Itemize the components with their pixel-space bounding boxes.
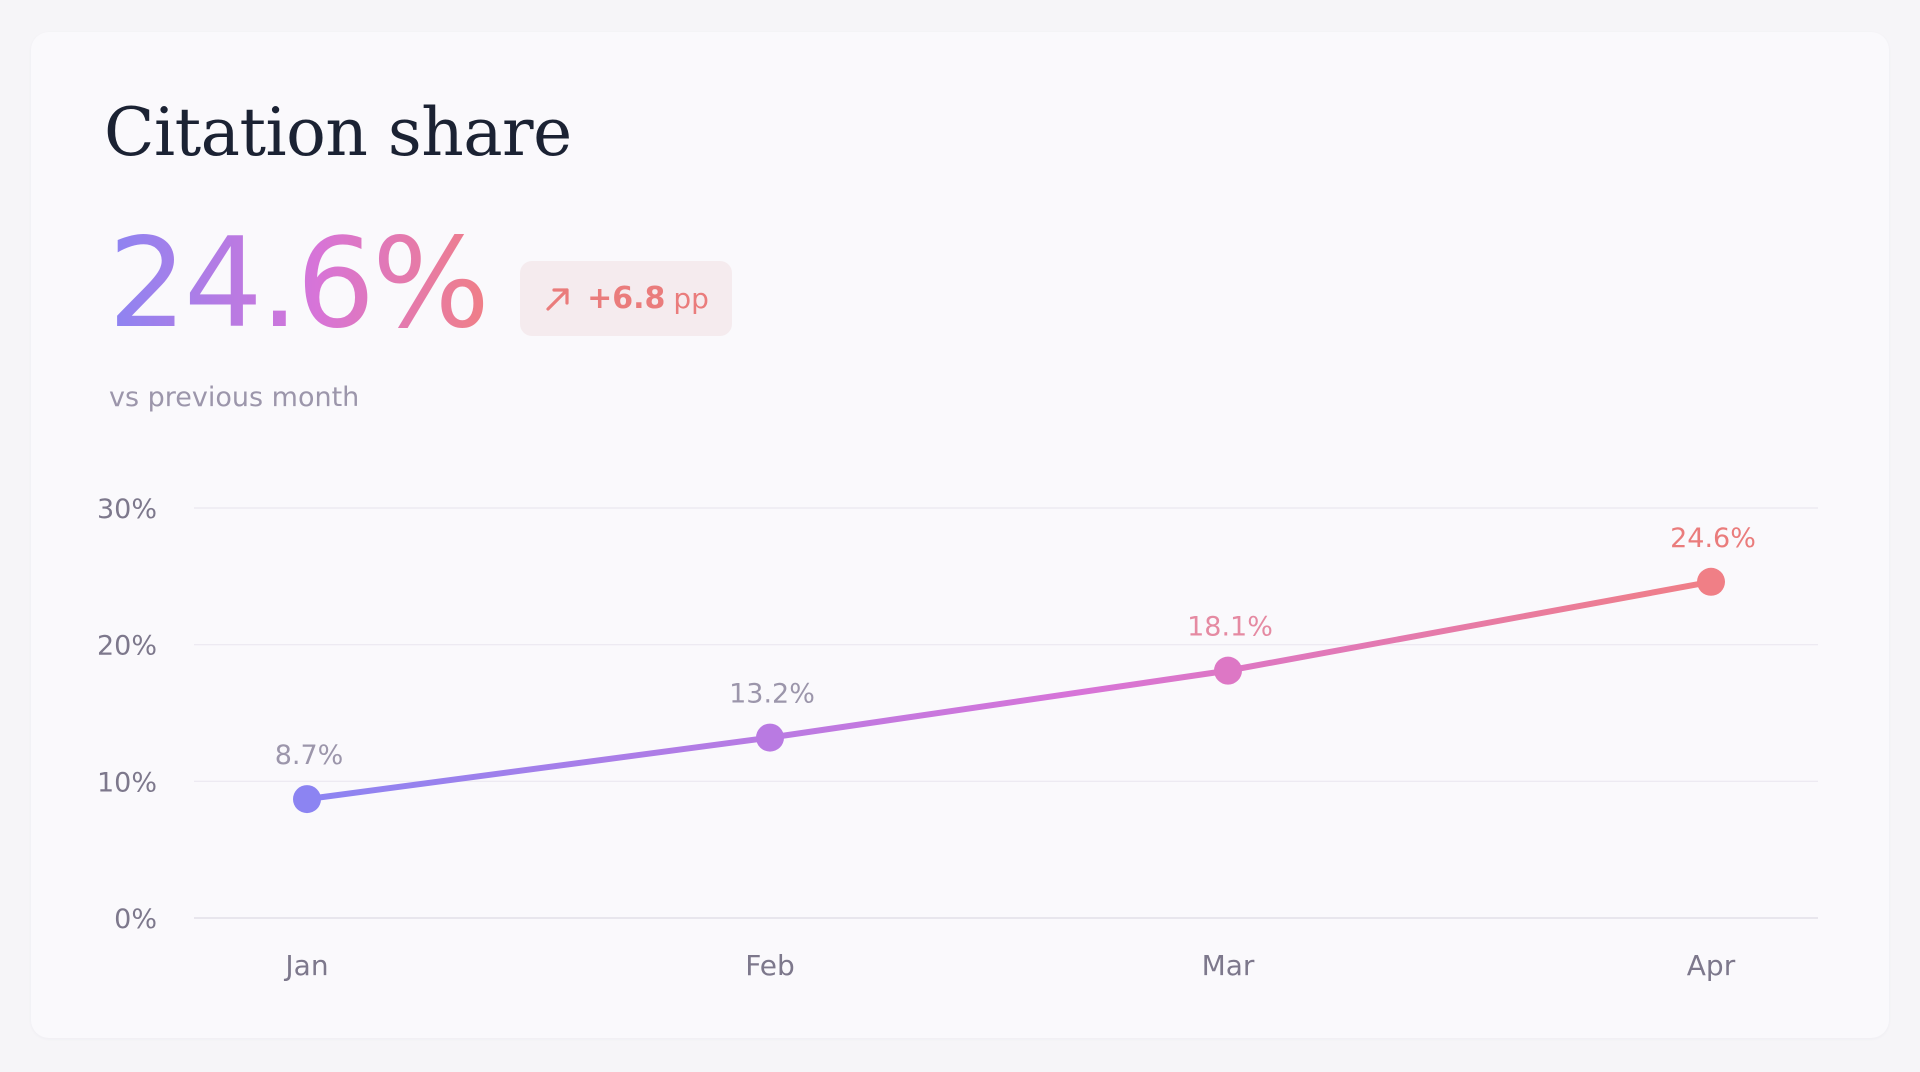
series-line xyxy=(304,578,1714,803)
x-tick-label: Jan xyxy=(283,949,328,982)
y-tick-label: 0% xyxy=(114,904,157,935)
data-point xyxy=(1214,656,1242,685)
card-title: Citation share xyxy=(104,94,572,171)
delta-value: +6.8 xyxy=(587,281,666,316)
data-label: 18.1% xyxy=(1187,612,1273,643)
kpi-caption: vs previous month xyxy=(109,382,360,413)
x-tick-label: Mar xyxy=(1202,949,1255,982)
kpi-value: 24.6% xyxy=(108,212,490,356)
delta-unit: pp xyxy=(673,282,709,315)
x-tick-label: Feb xyxy=(745,949,795,982)
y-tick-label: 30% xyxy=(97,494,157,525)
data-label: 8.7% xyxy=(275,740,344,771)
data-point xyxy=(293,785,321,814)
arrow-up-right-icon xyxy=(543,284,573,314)
y-tick-label: 20% xyxy=(97,631,157,662)
data-point xyxy=(756,723,784,752)
delta-badge: +6.8 pp xyxy=(520,261,732,336)
y-tick-label: 10% xyxy=(97,767,157,798)
data-point xyxy=(1697,567,1725,596)
x-tick-label: Apr xyxy=(1687,949,1736,982)
chart-card xyxy=(31,32,1889,1038)
data-label: 13.2% xyxy=(729,679,815,710)
data-label: 24.6% xyxy=(1670,523,1756,554)
